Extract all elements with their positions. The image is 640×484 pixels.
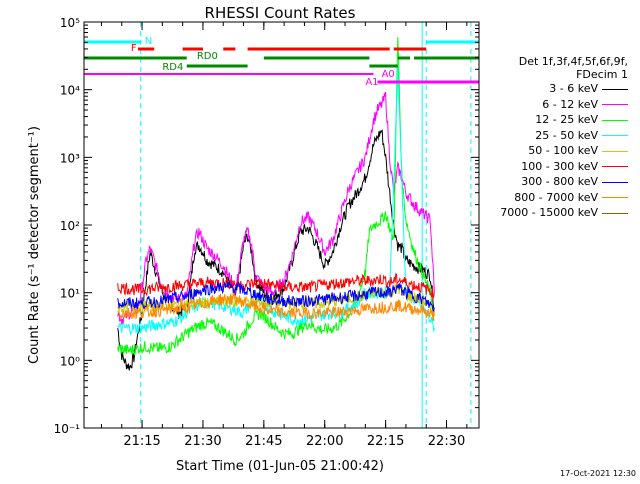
legend-swatch: [602, 119, 628, 121]
x-tick-label: 21:45: [245, 434, 282, 449]
y-axis-label: Count Rate (s⁻¹ detector segment⁻¹): [27, 126, 42, 364]
x-tick-label: 22:30: [428, 434, 465, 449]
series-line-12-25keV: [117, 37, 435, 356]
x-tick-label: 21:30: [184, 434, 221, 449]
legend-header-2: FDecim 1: [576, 68, 628, 81]
legend-swatch: [602, 150, 628, 152]
legend-label: 3 - 6 keV: [549, 82, 598, 95]
legend-swatch: [602, 212, 628, 214]
legend-entry: 800 - 7000 keV: [514, 191, 628, 204]
series-line-25-50keV: [117, 66, 435, 337]
state-label-A0: A0: [382, 69, 395, 80]
legend-entry: 7000 - 15000 keV: [500, 206, 628, 219]
legend-entry: 3 - 6 keV: [549, 82, 628, 95]
x-axis-label: Start Time (01-Jun-05 21:00:42): [176, 459, 384, 474]
legend-swatch: [602, 88, 628, 90]
y-tick-label: 10²: [60, 219, 80, 233]
legend-entry: 12 - 25 keV: [535, 113, 628, 126]
x-tick-label: 22:15: [367, 434, 404, 449]
legend-header-1: Det 1f,3f,4f,5f,6f,9f,: [518, 55, 628, 68]
state-label-F: F: [131, 43, 137, 54]
y-tick-label: 10¹: [60, 287, 80, 301]
x-tick-label: 21:15: [123, 434, 160, 449]
legend-entry: 100 - 300 keV: [521, 160, 628, 173]
x-tick-label: 22:00: [306, 434, 343, 449]
legend-label: 12 - 25 keV: [535, 113, 598, 126]
legend-swatch: [602, 166, 628, 167]
legend-entry: 50 - 100 keV: [528, 144, 628, 157]
legend-label: 100 - 300 keV: [521, 159, 598, 173]
legend-label: 25 - 50 keV: [535, 128, 598, 142]
legend-entry: 300 - 800 keV: [521, 175, 628, 188]
legend-swatch: [602, 197, 628, 198]
series-line-800-7000keV: [117, 292, 435, 321]
legend-swatch: [602, 135, 628, 136]
series-line-300-800keV: [117, 281, 435, 313]
y-tick-label: 10⁴: [60, 84, 80, 98]
y-tick-label: 10³: [60, 151, 80, 165]
legend-label: 50 - 100 keV: [528, 144, 598, 157]
legend-entry: 6 - 12 keV: [542, 98, 628, 111]
legend-swatch: [602, 104, 628, 105]
series-line-100-300keV: [117, 273, 435, 300]
legend-label: 6 - 12 keV: [542, 97, 598, 111]
legend-entry: 25 - 50 keV: [535, 129, 628, 142]
series-line-6-12keV: [117, 91, 435, 325]
series-line-3-6keV: [117, 129, 435, 371]
legend-label: 300 - 800 keV: [521, 175, 598, 188]
timestamp: 17-Oct-2021 12:30: [560, 469, 636, 478]
y-tick-label: 10⁻¹: [54, 422, 81, 436]
state-label-RD0: RD0: [197, 51, 218, 62]
chart-title: RHESSI Count Rates: [205, 4, 356, 22]
y-tick-label: 10⁰: [60, 354, 80, 368]
state-label-A1: A1: [365, 77, 378, 88]
y-tick-label: 10⁵: [60, 16, 80, 30]
legend-swatch: [602, 181, 628, 183]
legend-label: 7000 - 15000 keV: [500, 206, 598, 219]
state-label-N: N: [145, 36, 152, 47]
legend-label: 800 - 7000 keV: [514, 190, 598, 204]
state-label-RD4: RD4: [162, 62, 183, 73]
